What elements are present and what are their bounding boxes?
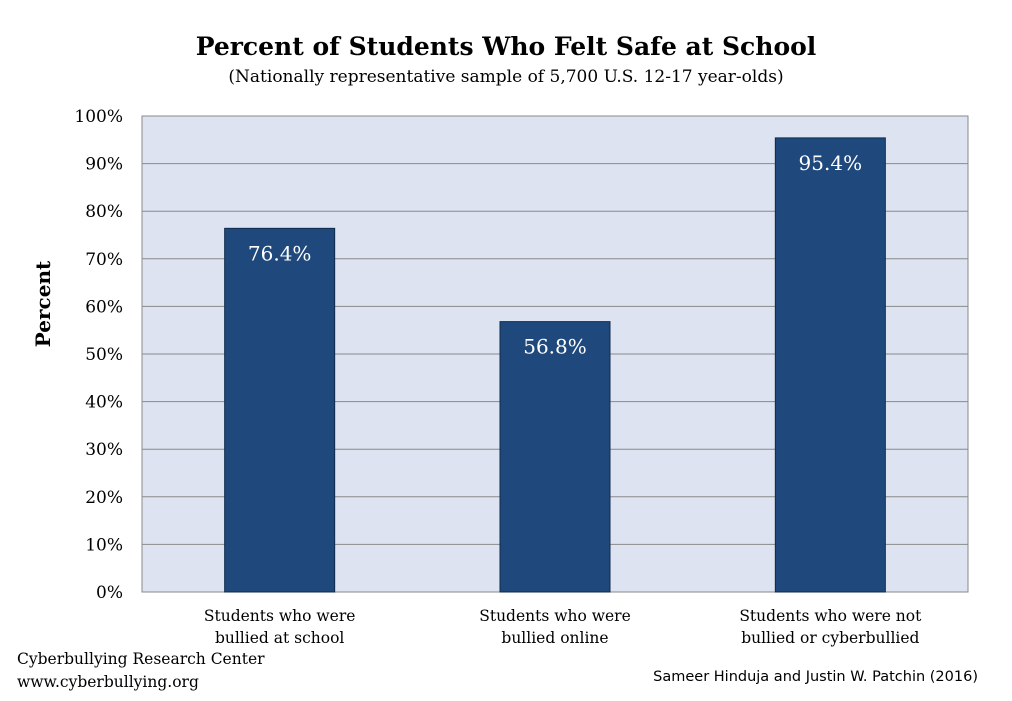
y-tick-label: 90% (85, 155, 123, 175)
bars: 76.4% 56.8% 95.4% (224, 137, 886, 593)
bar-value-label: 56.8% (523, 335, 587, 359)
bar-value-label: 76.4% (248, 241, 312, 265)
y-tick-label: 100% (74, 107, 123, 127)
y-tick-label: 10% (85, 535, 123, 555)
bar-value-label: 95.4% (799, 151, 863, 175)
x-category-label: Students who were (479, 607, 631, 625)
y-tick-label: 0% (96, 583, 123, 603)
footer-credit: Sameer Hinduja and Justin W. Patchin (20… (653, 669, 978, 685)
footer-org: Cyberbullying Research Center (17, 650, 265, 668)
y-tick-label: 80% (85, 202, 123, 222)
y-axis-ticks: 0% 10% 20% 30% 40% 50% 60% 70% 80% 90% 100% (74, 107, 123, 603)
x-category-label: Students who were (204, 607, 356, 625)
y-tick-label: 20% (85, 488, 123, 508)
x-axis-categories: Students who were bullied at school Studen… (204, 607, 922, 647)
bar (774, 137, 886, 593)
x-category-label: bullied or cyberbullied (741, 629, 919, 647)
bar (499, 321, 611, 593)
x-category-label: bullied online (501, 629, 608, 647)
x-category-label: bullied at school (215, 629, 344, 647)
y-axis-label: Percent (31, 260, 55, 347)
chart-subtitle: (Nationally representative sample of 5,7… (228, 67, 783, 87)
y-tick-label: 70% (85, 250, 123, 270)
x-category-label: Students who were not (739, 607, 922, 625)
bar (224, 227, 336, 593)
y-tick-label: 30% (85, 440, 123, 460)
footer-url: www.cyberbullying.org (17, 673, 199, 691)
y-tick-label: 50% (85, 345, 123, 365)
y-tick-label: 60% (85, 297, 123, 317)
y-tick-label: 40% (85, 393, 123, 413)
chart-title: Percent of Students Who Felt Safe at Sch… (196, 32, 817, 61)
